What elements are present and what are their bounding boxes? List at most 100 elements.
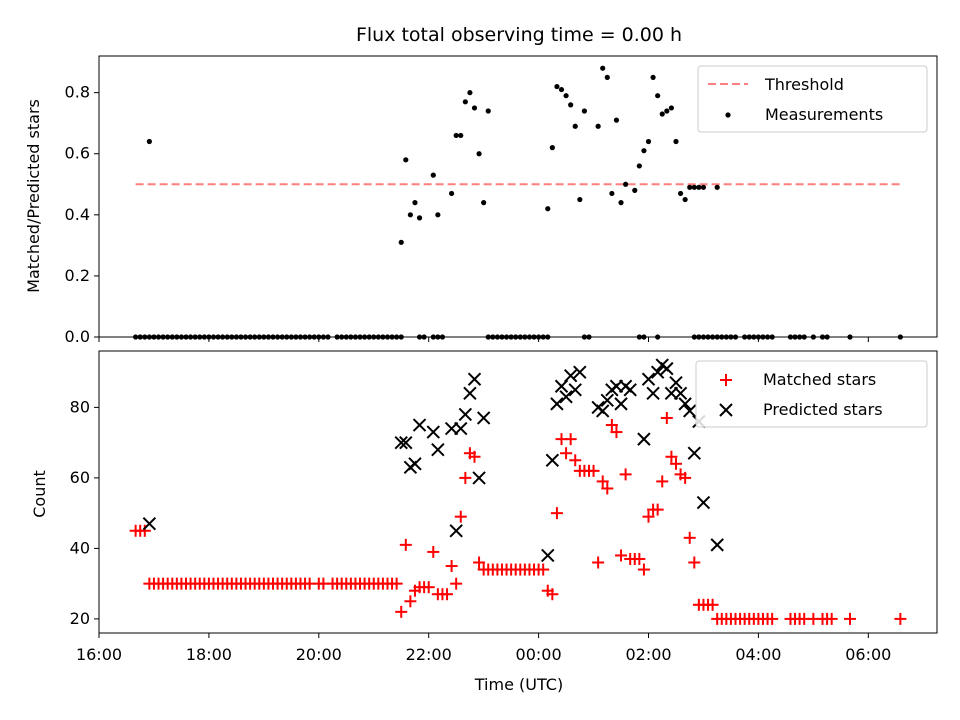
measurement-point <box>659 111 665 117</box>
predicted-point <box>467 372 482 386</box>
predicted-point-b <box>449 524 463 538</box>
matched-point <box>596 475 609 488</box>
measurement-point <box>613 117 620 123</box>
predicted-point-b <box>646 386 660 401</box>
matched-point <box>450 577 463 590</box>
predicted-point <box>563 368 578 383</box>
bottom-y-tick-label: 80 <box>70 397 90 416</box>
predicted-point <box>669 376 683 390</box>
top-axes-frame <box>98 55 938 338</box>
predicted-point-b <box>596 404 610 418</box>
measurement-point <box>595 123 601 129</box>
predicted-point-b <box>683 404 697 418</box>
matched-point <box>669 457 682 470</box>
measurement-point <box>668 105 675 111</box>
matched-point <box>651 503 664 516</box>
matched-point <box>683 531 696 544</box>
matched-point <box>569 454 582 467</box>
measurement-point <box>549 145 555 151</box>
matched-point <box>688 556 701 569</box>
measurement-point <box>618 200 624 206</box>
predicted-point-b <box>673 386 688 401</box>
predicted-point <box>449 524 463 538</box>
bottom-legend-box <box>695 360 928 428</box>
measurement-point <box>430 172 436 178</box>
measurement-point <box>563 93 569 99</box>
measurement-point <box>655 93 661 99</box>
predicted-point <box>568 383 582 397</box>
predicted-point <box>412 418 427 432</box>
predicted-point <box>476 411 491 425</box>
matched-point <box>825 612 838 625</box>
predicted-point <box>683 404 697 418</box>
predicted-point-b <box>641 372 656 386</box>
predicted-point <box>426 425 440 439</box>
predicted-point <box>660 361 674 376</box>
predicted-point-b <box>623 383 637 397</box>
measurement-point <box>673 138 679 145</box>
measurement-point <box>467 90 473 96</box>
matched-point <box>404 595 417 608</box>
matched-point <box>601 482 614 495</box>
predicted-point-b <box>696 495 711 510</box>
matched-point <box>843 612 856 625</box>
matched-point <box>587 464 600 477</box>
predicted-point <box>646 386 660 401</box>
bottom-legend: Matched stars Predicted stars <box>695 360 928 428</box>
predicted-point <box>458 407 473 422</box>
measurement-point <box>604 74 610 80</box>
predicted-point-b <box>431 442 445 457</box>
matched-point <box>894 612 907 625</box>
predicted-point-b <box>408 457 422 471</box>
predicted-point <box>454 421 468 436</box>
measurement-point <box>581 108 587 114</box>
predicted-point-b <box>568 383 582 397</box>
predicted-point-b <box>710 538 724 552</box>
predicted-legend-swatch <box>719 403 733 417</box>
predicted-point-b <box>678 397 692 411</box>
predicted-point-b <box>660 361 674 376</box>
predicted-point <box>600 393 615 408</box>
measurement-point <box>691 184 697 190</box>
matched-point <box>422 581 435 594</box>
legend-matched-label: Matched stars <box>763 370 876 389</box>
predicted-point <box>696 495 711 510</box>
top-y-tick-label: 0.2 <box>65 266 90 285</box>
bottom-x-ticks: 16:00 18:00 20:00 22:00 00:00 02:00 04:00 06:00 <box>76 633 891 664</box>
top-y-tick-label: 0.8 <box>65 83 90 102</box>
matched-point <box>399 538 412 551</box>
measurement-point <box>416 215 423 221</box>
measurement-point <box>545 206 551 212</box>
matched-point <box>468 450 481 463</box>
predicted-point-b <box>463 386 477 401</box>
predicted-point <box>614 397 628 411</box>
measurement-point <box>398 239 404 245</box>
predicted-point-b <box>476 411 491 425</box>
predicted-point-b <box>458 407 473 422</box>
legend-predicted-label: Predicted stars <box>763 400 883 419</box>
measurement-point <box>632 187 638 193</box>
top-y-tick-label: 0.4 <box>65 205 90 224</box>
measurement-point <box>407 212 413 218</box>
top-y-axis-label: Matched/Predicted stars <box>24 99 43 293</box>
predicted-point <box>678 397 692 411</box>
predicted-point <box>623 383 637 397</box>
predicted-point <box>408 457 422 471</box>
predicted-point-b <box>600 393 615 408</box>
measurement-point <box>696 184 702 190</box>
predicted-point <box>550 397 564 411</box>
matched-point <box>610 426 623 439</box>
measurements-legend-swatch <box>725 112 731 118</box>
measurement-point <box>687 184 693 190</box>
measurement-point <box>677 190 684 197</box>
bottom-x-tick-label: 06:00 <box>845 645 891 664</box>
matched-point <box>615 549 628 562</box>
predicted-point <box>394 435 408 450</box>
predicted-point-b <box>637 432 651 446</box>
matched-point <box>445 560 458 573</box>
measurement-point <box>623 181 629 187</box>
predicted-point <box>545 453 560 467</box>
matched-point <box>679 471 692 484</box>
predicted-point-b <box>467 372 482 386</box>
